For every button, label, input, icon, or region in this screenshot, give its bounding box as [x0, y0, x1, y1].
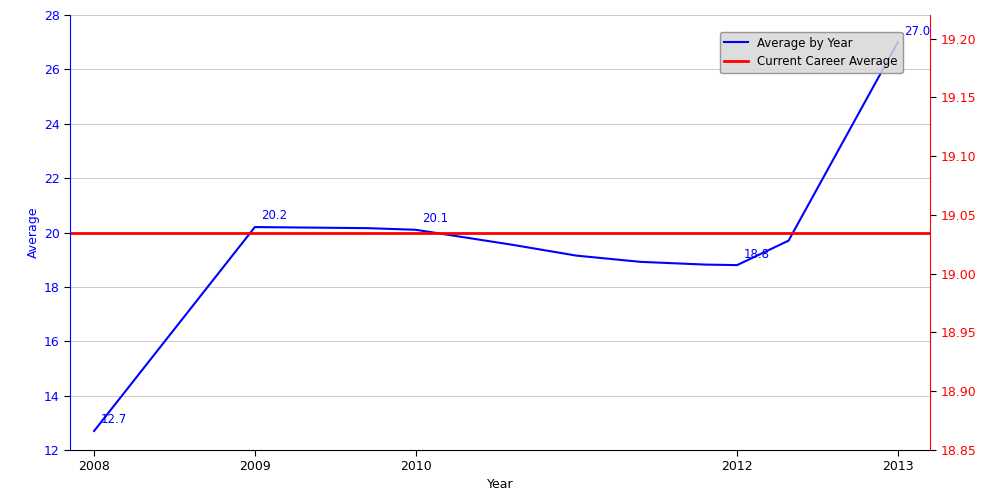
Text: 18.8: 18.8 [744, 248, 770, 262]
Average by Year [570, 252, 582, 258]
Average by Year [506, 242, 518, 248]
X-axis label: Year: Year [487, 478, 513, 490]
Average by Year [783, 238, 795, 244]
Average by Year [249, 224, 261, 230]
Legend: Average by Year, Current Career Average: Average by Year, Current Career Average [720, 32, 903, 73]
Average by Year [699, 262, 711, 268]
Average by Year [88, 428, 100, 434]
Line: Average by Year: Average by Year [94, 42, 898, 431]
Average by Year [361, 225, 373, 231]
Average by Year [731, 262, 743, 268]
Average by Year [410, 227, 422, 233]
Text: 20.1: 20.1 [422, 212, 448, 225]
Average by Year [305, 224, 317, 230]
Average by Year [892, 39, 904, 45]
Text: 27.0: 27.0 [904, 26, 930, 38]
Text: 20.2: 20.2 [261, 210, 287, 222]
Average by Year [635, 259, 647, 265]
Y-axis label: Average: Average [27, 207, 40, 258]
Text: 12.7: 12.7 [101, 414, 127, 426]
